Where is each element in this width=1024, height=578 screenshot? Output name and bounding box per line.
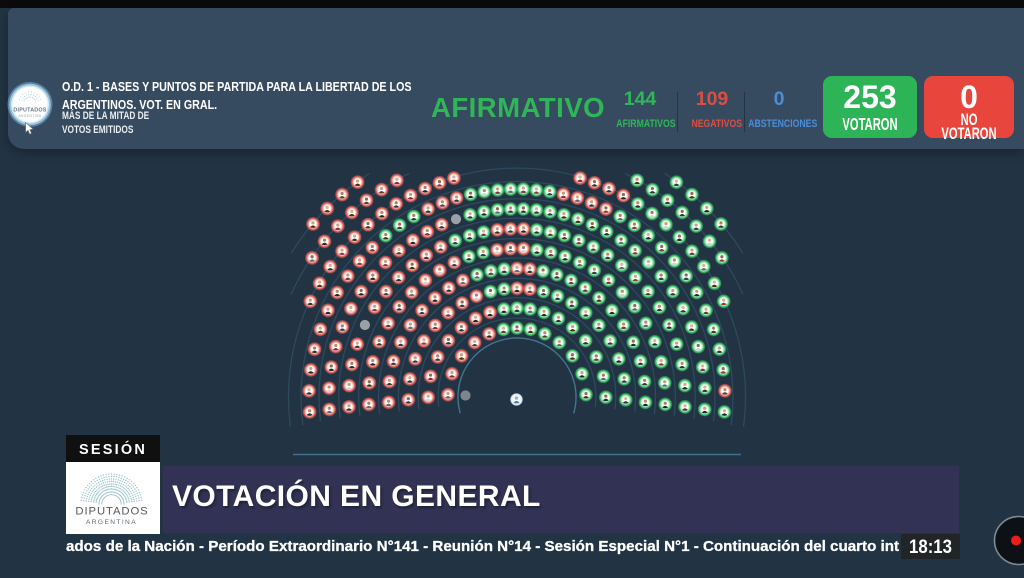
svg-text:ARGENTINA: ARGENTINA [18, 114, 41, 118]
svg-text:ARGENTINA: ARGENTINA [86, 519, 137, 526]
svg-text:DIPUTADOS: DIPUTADOS [13, 108, 46, 114]
svg-text:DIPUTADOS: DIPUTADOS [75, 506, 148, 518]
